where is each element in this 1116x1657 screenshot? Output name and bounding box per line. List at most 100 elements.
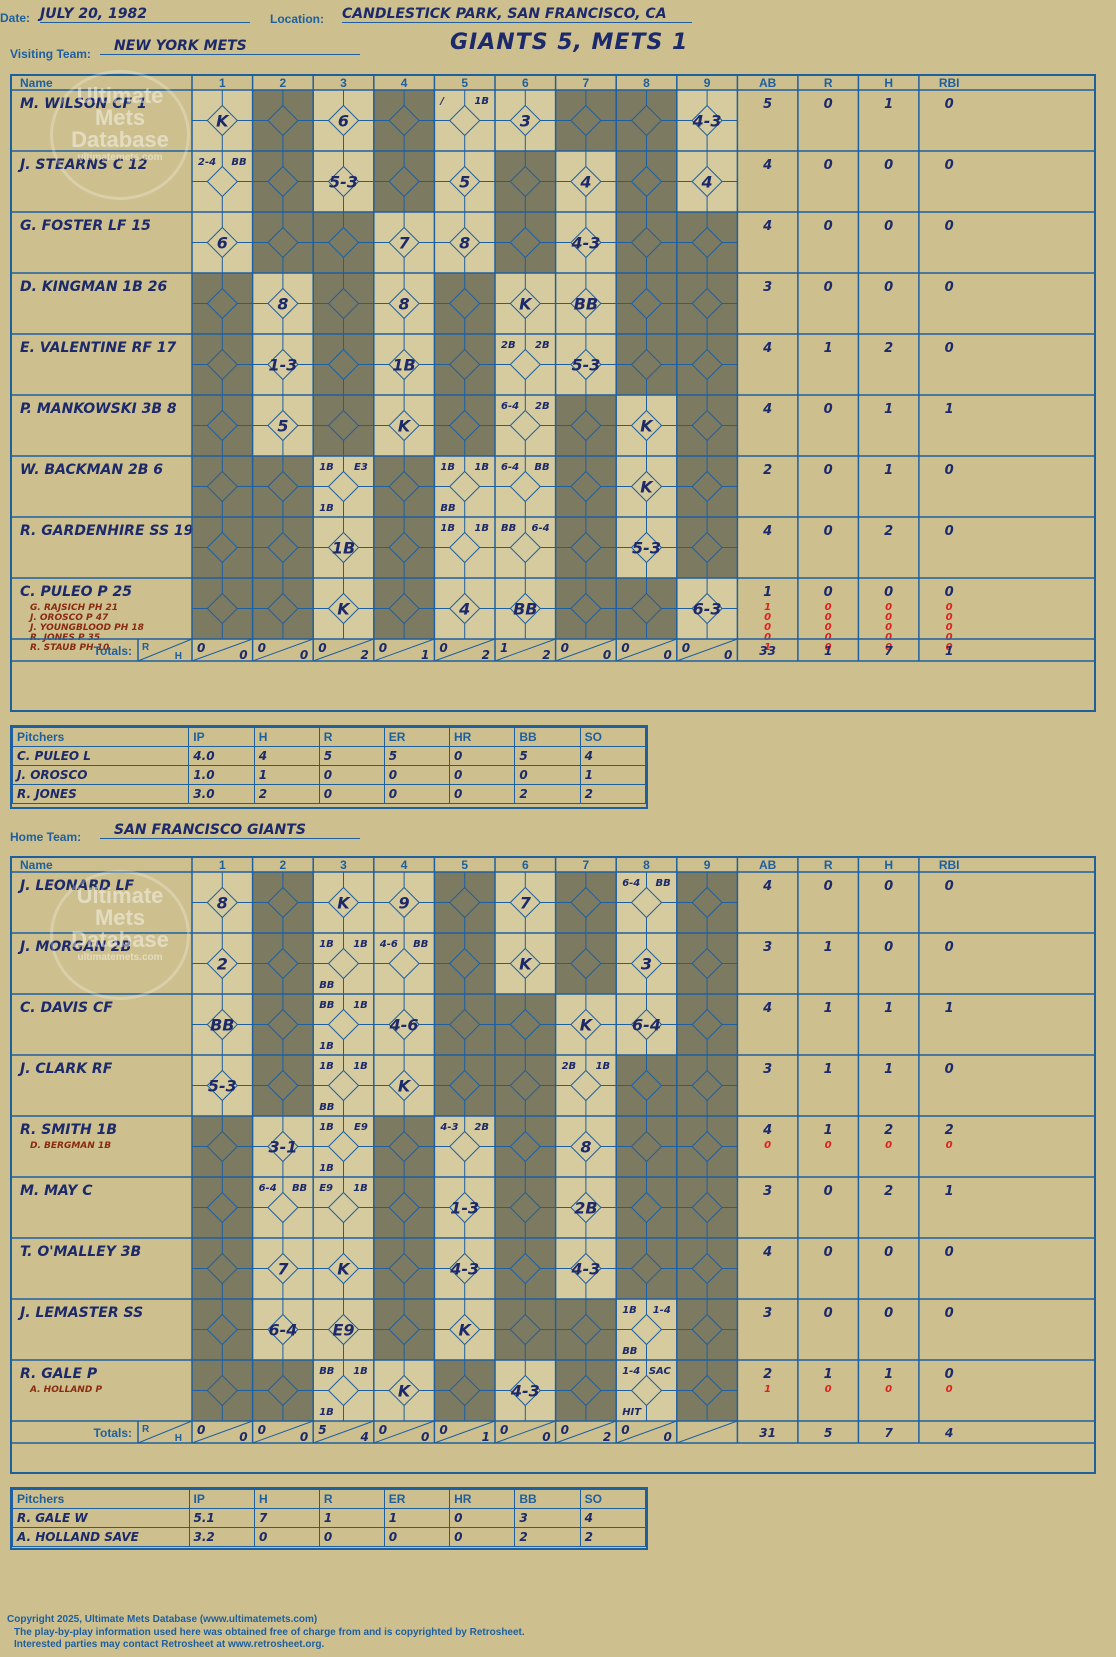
sub-stat-ab: 1 bbox=[764, 602, 771, 613]
inning-runs: 0 bbox=[439, 1423, 447, 1437]
batter-name: C. PULEO P 25 bbox=[20, 584, 132, 600]
play-mark: 7 bbox=[520, 894, 532, 913]
home-team-name: SAN FRANCISCO GIANTS bbox=[100, 822, 360, 839]
play-mark: 1B bbox=[474, 523, 489, 534]
total-rbi: 4 bbox=[944, 1426, 953, 1440]
sub-stat-rbi: 0 bbox=[946, 632, 953, 643]
play-mark: BB bbox=[319, 1366, 334, 1377]
sub-name: A. HOLLAND P bbox=[29, 1385, 102, 1395]
play-mark: 1B bbox=[319, 1407, 334, 1418]
play-mark: 4-3 bbox=[449, 1260, 479, 1279]
sub-stat-r: 0 bbox=[825, 612, 832, 623]
stat-rbi: 0 bbox=[945, 879, 954, 894]
pitcher-er: 0 bbox=[383, 765, 451, 785]
stat-r: 0 bbox=[824, 1184, 833, 1199]
play-mark: 2 bbox=[217, 955, 228, 974]
inning-runs: 0 bbox=[621, 641, 629, 655]
play-mark: K bbox=[640, 478, 654, 497]
stat-rbi: 0 bbox=[945, 280, 954, 295]
play-mark: 1B bbox=[353, 1366, 368, 1377]
play-mark: BB bbox=[513, 600, 537, 619]
inning-hits: 0 bbox=[239, 1430, 247, 1444]
stat-h: 2 bbox=[884, 524, 893, 539]
play-mark: SAC bbox=[649, 1366, 672, 1377]
play-mark: 6-4 bbox=[259, 1183, 277, 1194]
play-mark: 8 bbox=[399, 295, 410, 314]
col-header-inning: 4 bbox=[401, 858, 408, 872]
play-mark: 1B bbox=[440, 523, 455, 534]
play-mark: 2B bbox=[574, 1199, 597, 1218]
inning-runs: 0 bbox=[258, 1423, 266, 1437]
stat-h: 2 bbox=[884, 1184, 893, 1199]
col-header-name: Name bbox=[20, 858, 53, 872]
play-mark: BB bbox=[622, 1346, 637, 1357]
stat-h: 1 bbox=[884, 463, 893, 478]
inning-hits: 0 bbox=[603, 648, 611, 662]
batter-name: T. O'MALLEY 3B bbox=[20, 1244, 141, 1260]
pitcher-hr: 0 bbox=[448, 765, 516, 785]
total-ab: 33 bbox=[759, 644, 776, 658]
play-mark: 6 bbox=[338, 112, 349, 131]
pitcher-bb: 3 bbox=[514, 1508, 581, 1528]
totals-h-label: H bbox=[175, 1433, 182, 1444]
sub-stat-rbi: 0 bbox=[946, 1140, 953, 1151]
stat-rbi: 0 bbox=[945, 1306, 954, 1321]
inning-hits: 4 bbox=[359, 1430, 368, 1444]
total-h: 7 bbox=[884, 644, 893, 658]
stat-h: 2 bbox=[884, 1123, 893, 1138]
stat-rbi: 0 bbox=[945, 219, 954, 234]
play-mark: 8 bbox=[217, 894, 228, 913]
col-header-stat: R bbox=[824, 858, 833, 872]
stat-ab: 4 bbox=[762, 879, 772, 894]
sub-name: R. STAUB PH 10 bbox=[30, 643, 109, 653]
col-header-inning: 5 bbox=[461, 858, 468, 872]
sub-stat-ab: 0 bbox=[764, 1140, 771, 1151]
play-mark: BB bbox=[210, 1016, 234, 1035]
sub-stat-rbi: 0 bbox=[946, 622, 953, 633]
inning-hits: 2 bbox=[603, 1430, 611, 1444]
batter-name: J. LEMASTER SS bbox=[17, 1305, 143, 1321]
inning-runs: 0 bbox=[682, 641, 690, 655]
sub-stat-ab: 1 bbox=[764, 642, 771, 653]
inning-runs: 0 bbox=[258, 641, 266, 655]
stat-ab: 5 bbox=[763, 97, 772, 112]
pitcher-h: 0 bbox=[253, 1527, 320, 1547]
stat-rbi: 1 bbox=[945, 1001, 954, 1016]
play-mark: 3-1 bbox=[268, 1138, 297, 1157]
sub-stat-h: 0 bbox=[885, 642, 892, 653]
inning-runs: 0 bbox=[561, 1423, 569, 1437]
play-mark: 1B bbox=[353, 1000, 368, 1011]
watermark-logo: Ultimate Mets Database ultimatemets.com bbox=[50, 870, 190, 1000]
stat-rbi: 0 bbox=[945, 524, 954, 539]
pitcher-row: A. HOLLAND SAVE 3.2 0 0 0 0 2 2 bbox=[12, 1527, 647, 1547]
inning-hits: 2 bbox=[542, 648, 550, 662]
pitcher-so: 2 bbox=[579, 1527, 647, 1547]
sub-stat-h: 0 bbox=[885, 1384, 892, 1395]
stat-ab: 3 bbox=[763, 1306, 772, 1321]
play-mark: 6-4 bbox=[501, 401, 519, 412]
total-r: 5 bbox=[824, 1426, 832, 1440]
stat-rbi: 0 bbox=[945, 1062, 954, 1077]
pitcher-hr: 0 bbox=[448, 784, 516, 804]
batter-name: G. FOSTER LF 15 bbox=[20, 218, 151, 234]
play-mark: HIT bbox=[622, 1407, 642, 1418]
pitcher-h: 4 bbox=[253, 746, 320, 766]
visitor-pitchers-table: Pitchers IP H R ER HR BB SO C. PULEO L 4.0 4 5 5 0 5 4 J… bbox=[10, 725, 648, 809]
play-mark: 1B bbox=[353, 939, 368, 950]
total-h: 7 bbox=[884, 1426, 893, 1440]
play-mark: 4 bbox=[579, 173, 591, 192]
inning-hits: 0 bbox=[724, 648, 732, 662]
pitcher-er: 1 bbox=[383, 1508, 451, 1528]
play-mark: 4-3 bbox=[692, 112, 722, 131]
play-mark: BB bbox=[319, 980, 334, 991]
stat-r: 0 bbox=[824, 463, 833, 478]
pitcher-r: 0 bbox=[318, 1527, 385, 1547]
stat-r: 1 bbox=[824, 1123, 833, 1138]
total-ab: 31 bbox=[759, 1426, 776, 1440]
pitchers-col-header: IP bbox=[188, 1489, 255, 1509]
col-header-inning: 6 bbox=[522, 858, 529, 872]
stat-ab: 4 bbox=[762, 341, 772, 356]
inning-runs: 1 bbox=[500, 641, 508, 655]
play-mark: 4-6 bbox=[389, 1016, 419, 1035]
stat-h: 0 bbox=[884, 280, 893, 295]
